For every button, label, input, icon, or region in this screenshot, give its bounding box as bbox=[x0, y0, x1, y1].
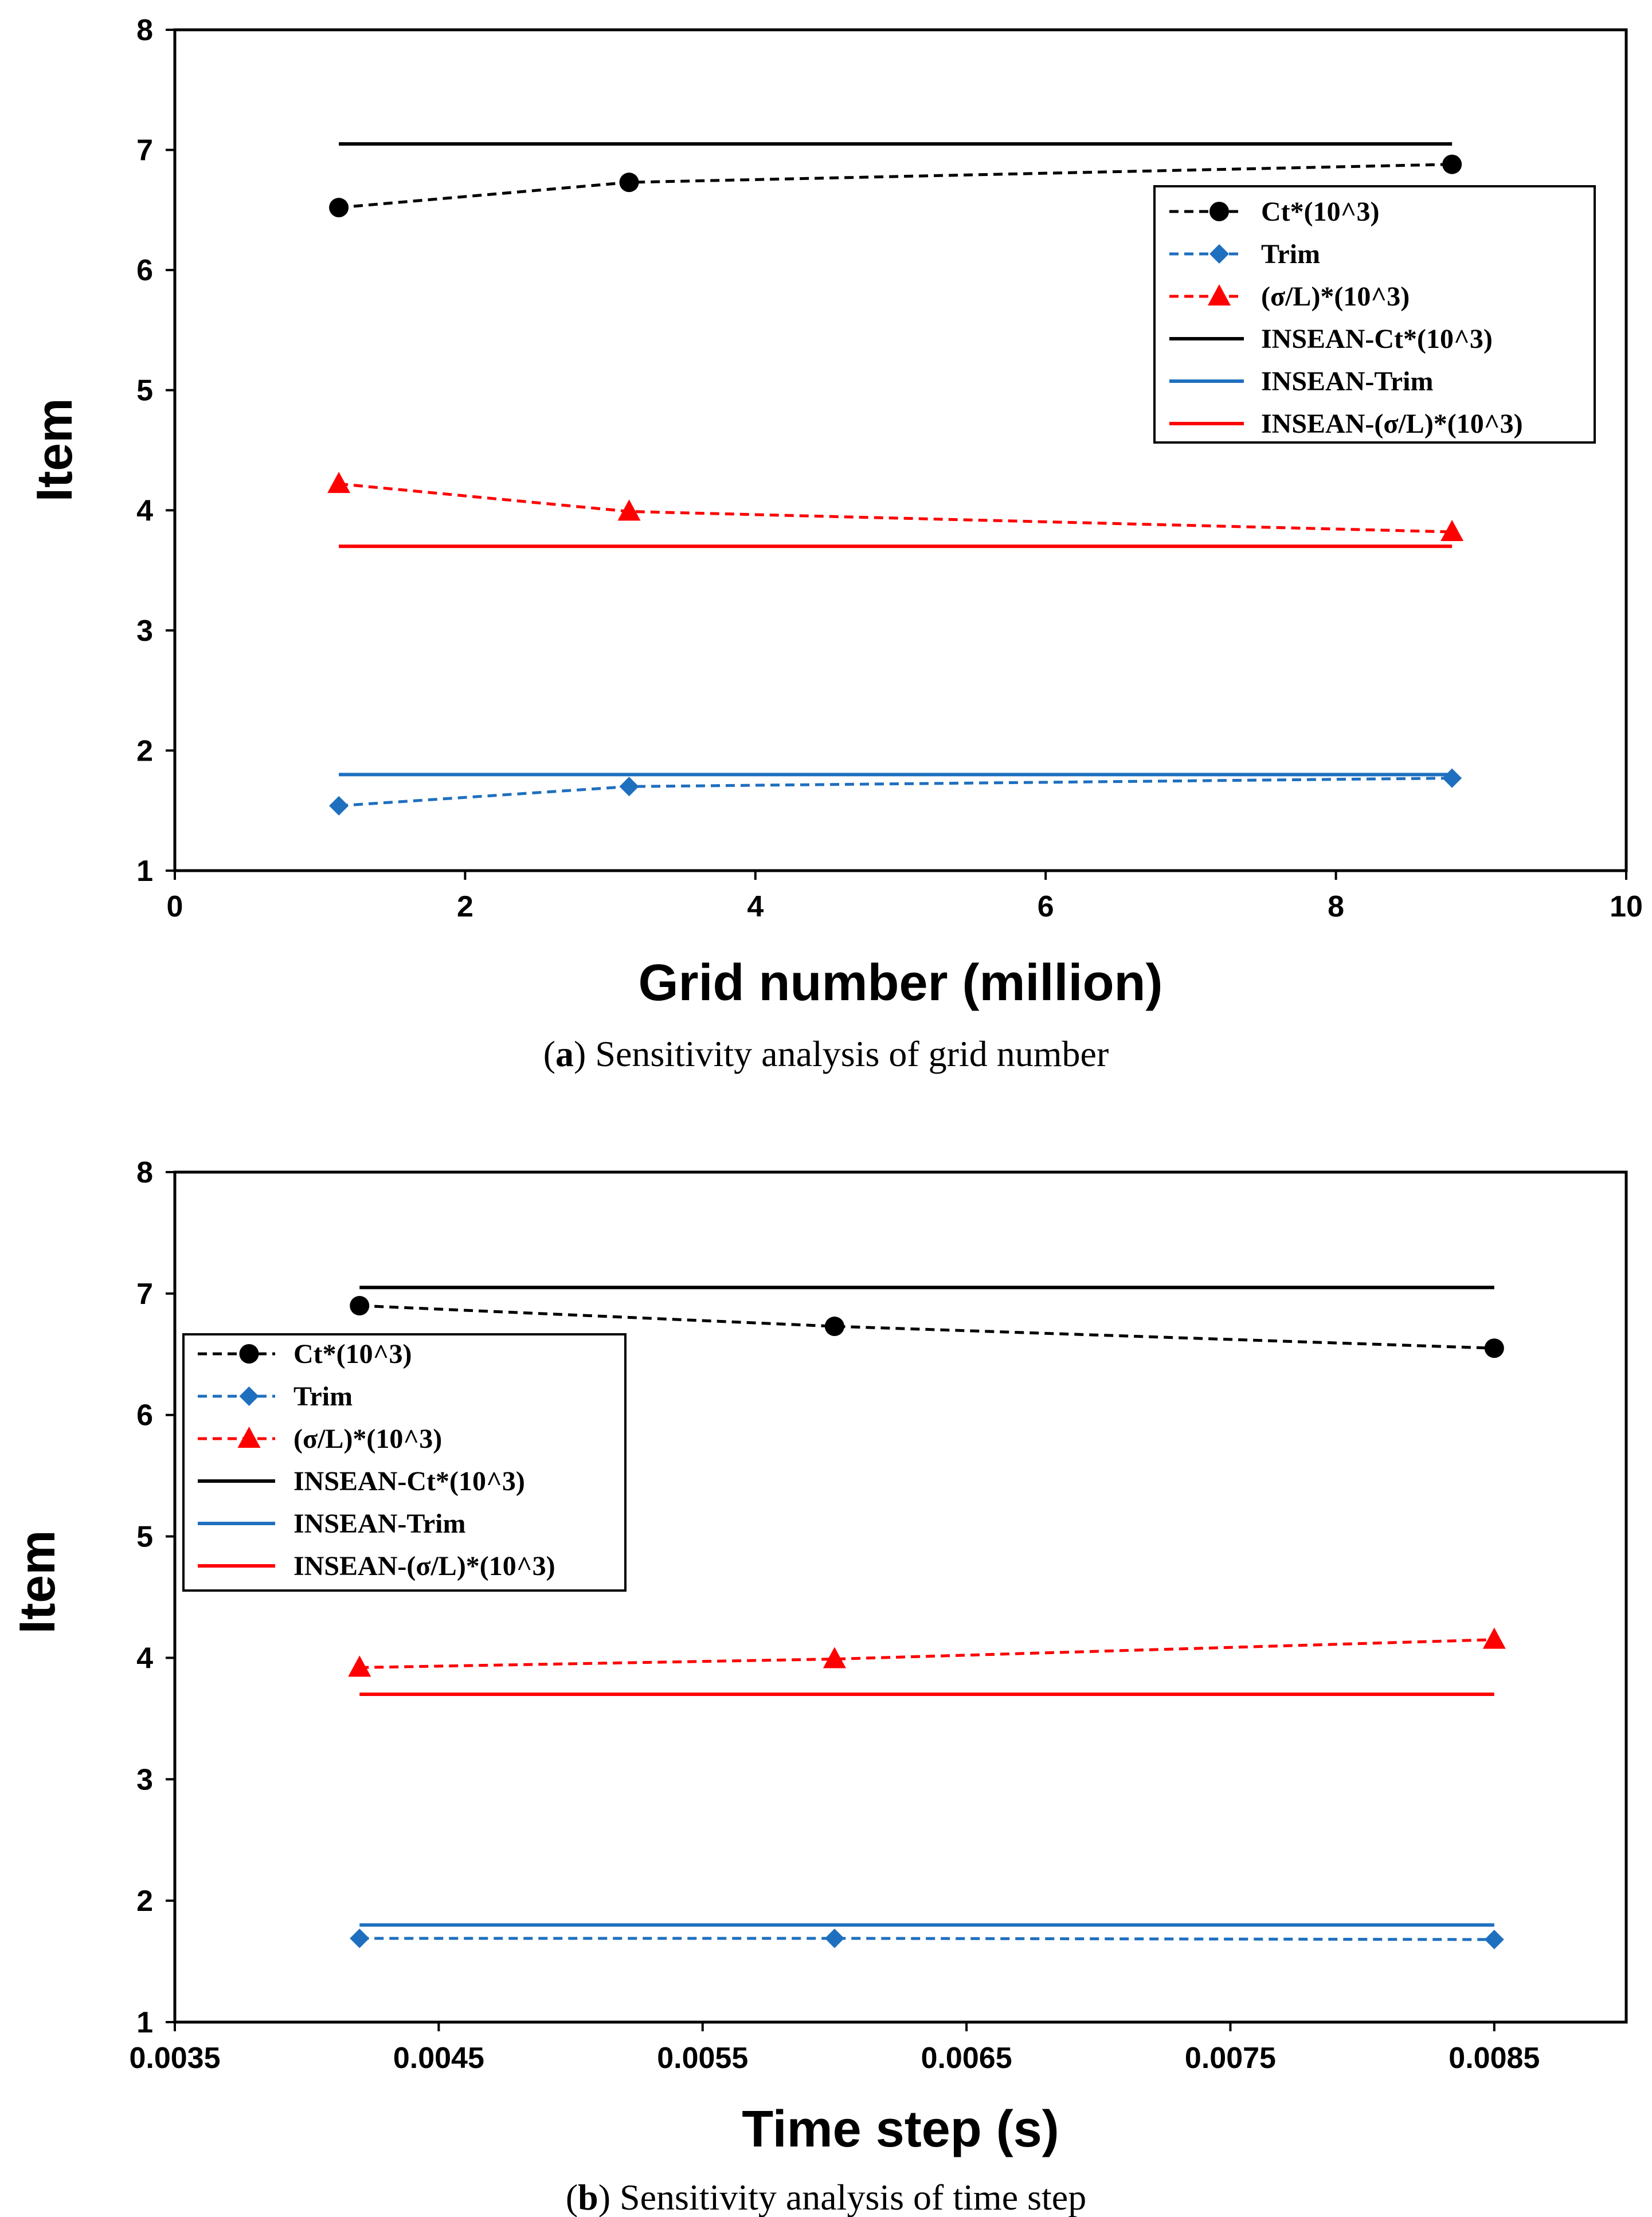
x-tick-label: 0.0075 bbox=[1185, 2042, 1276, 2075]
legend-label: INSEAN-Ct*(10^3) bbox=[293, 1466, 525, 1497]
legend-label: INSEAN-(σ/L)*(10^3) bbox=[1261, 409, 1523, 439]
y-tick-label: 1 bbox=[136, 855, 153, 888]
legend-marker bbox=[1209, 202, 1229, 221]
y-tick-label: 5 bbox=[136, 1521, 153, 1554]
legend-label: INSEAN-Trim bbox=[1261, 366, 1433, 397]
legend-marker bbox=[237, 1427, 261, 1448]
data-point-0 bbox=[619, 173, 639, 193]
y-tick-label: 6 bbox=[136, 1399, 153, 1432]
data-point-0 bbox=[1484, 1338, 1504, 1358]
caption-a-text: Sensitivity analysis of grid number bbox=[595, 1033, 1109, 1074]
data-point-1 bbox=[619, 777, 639, 797]
x-tick-label: 0.0055 bbox=[657, 2042, 748, 2075]
data-point-2 bbox=[327, 472, 351, 493]
data-point-0 bbox=[329, 198, 349, 218]
x-tick-label: 4 bbox=[747, 890, 764, 923]
plot-frame-b bbox=[173, 1170, 1628, 2024]
caption-a: (a) Sensitivity analysis of grid number bbox=[543, 1033, 1109, 1074]
caption-b-open: ( bbox=[566, 2177, 578, 2217]
legend-label: Ct*(10^3) bbox=[293, 1339, 412, 1369]
y-tick-label: 5 bbox=[136, 374, 153, 408]
series-line-1 bbox=[359, 1937, 1494, 1941]
caption-b-text: Sensitivity analysis of time step bbox=[620, 2177, 1086, 2217]
y-tick-label: 8 bbox=[136, 1156, 153, 1189]
x-tick-label: 0 bbox=[167, 890, 183, 923]
legend-marker bbox=[239, 1386, 259, 1406]
y-axis-title-b: Item bbox=[9, 1530, 65, 1634]
y-tick-label: 1 bbox=[136, 2006, 153, 2039]
legend-frame-a bbox=[1153, 185, 1596, 444]
y-tick-label: 6 bbox=[136, 254, 153, 287]
caption-a-letter: a bbox=[555, 1033, 574, 1074]
tick-group-b: 1 2 3 4 5 6 7 8 0.0035 0.0045 0.0055 0.0065 0.0075 0.… bbox=[129, 1156, 1540, 2075]
data-point-1 bbox=[824, 1928, 844, 1948]
chart-panel-b: 1 2 3 4 5 6 7 8 0.0035 0.0045 0.0055 0.0065 0.0075 0.… bbox=[9, 1156, 1628, 2217]
series-group-a bbox=[327, 142, 1464, 816]
series-line-2 bbox=[359, 1638, 1494, 1669]
data-point-0 bbox=[1442, 154, 1462, 174]
y-tick-label: 3 bbox=[136, 1763, 153, 1796]
legend-marker bbox=[239, 1344, 259, 1364]
data-point-2 bbox=[1440, 520, 1464, 542]
data-point-0 bbox=[824, 1317, 844, 1337]
legend-label: INSEAN-Trim bbox=[293, 1509, 465, 1539]
caption-a-open: ( bbox=[543, 1033, 555, 1074]
legend-a: Ct*(10^3) Trim (σ/L)*(10^3) INSEAN-Ct*(10^3… bbox=[1153, 185, 1596, 444]
y-tick-label: 4 bbox=[136, 1642, 153, 1675]
y-tick-label: 2 bbox=[136, 1885, 153, 1918]
series-line-1 bbox=[338, 777, 1453, 808]
legend-label: INSEAN-(σ/L)*(10^3) bbox=[293, 1551, 555, 1581]
data-point-1 bbox=[1484, 1929, 1504, 1949]
series-group-b bbox=[348, 1286, 1506, 1949]
legend-items-a: Ct*(10^3) Trim (σ/L)*(10^3) INSEAN-Ct*(10^3… bbox=[1169, 197, 1523, 439]
data-point-1 bbox=[350, 1928, 370, 1948]
legend-label: Trim bbox=[293, 1381, 353, 1412]
series-line-2 bbox=[338, 482, 1453, 534]
caption-b: (b) Sensitivity analysis of time step bbox=[566, 2177, 1086, 2217]
y-tick-label: 4 bbox=[136, 494, 153, 527]
legend-label: INSEAN-Ct*(10^3) bbox=[1261, 324, 1493, 354]
data-point-2 bbox=[348, 1655, 371, 1677]
y-tick-label: 2 bbox=[136, 734, 153, 767]
data-point-2 bbox=[617, 499, 641, 521]
data-point-1 bbox=[1442, 768, 1462, 788]
y-tick-label: 7 bbox=[136, 1278, 153, 1311]
legend-label: (σ/L)*(10^3) bbox=[1261, 281, 1410, 312]
caption-b-letter: b bbox=[578, 2177, 598, 2217]
x-tick-label: 0.0065 bbox=[921, 2042, 1012, 2075]
data-point-1 bbox=[329, 796, 349, 816]
legend-frame-b bbox=[182, 1333, 627, 1592]
x-tick-label: 8 bbox=[1328, 890, 1344, 923]
chart-panel-a: 1 2 3 4 5 6 7 8 0 2 4 6 8 10 Item Grid number (millio… bbox=[26, 14, 1643, 1074]
legend-b: Ct*(10^3) Trim (σ/L)*(10^3) INSEAN-Ct*(10^3… bbox=[182, 1333, 627, 1592]
x-tick-label: 0.0045 bbox=[393, 2042, 484, 2075]
legend-label: Trim bbox=[1261, 239, 1320, 269]
legend-items-b: Ct*(10^3) Trim (σ/L)*(10^3) INSEAN-Ct*(10^3… bbox=[198, 1339, 555, 1581]
data-point-2 bbox=[823, 1647, 846, 1668]
x-tick-label: 6 bbox=[1038, 890, 1054, 923]
tick-group-a: 1 2 3 4 5 6 7 8 0 2 4 6 8 10 bbox=[136, 14, 1643, 923]
y-tick-label: 3 bbox=[136, 614, 153, 648]
series-line-0 bbox=[359, 1304, 1494, 1350]
plot-frame-a bbox=[173, 28, 1628, 872]
legend-label: (σ/L)*(10^3) bbox=[293, 1424, 442, 1454]
data-point-0 bbox=[350, 1296, 370, 1316]
caption-b-close: ) bbox=[598, 2177, 610, 2217]
x-tick-label: 2 bbox=[457, 890, 473, 923]
x-axis-title-b: Time step (s) bbox=[742, 2101, 1059, 2158]
caption-a-close: ) bbox=[574, 1033, 586, 1074]
x-tick-label: 10 bbox=[1610, 890, 1643, 923]
y-tick-label: 7 bbox=[136, 134, 153, 167]
y-tick-label: 8 bbox=[136, 14, 153, 47]
legend-label: Ct*(10^3) bbox=[1261, 197, 1380, 227]
data-point-2 bbox=[1482, 1627, 1506, 1649]
x-tick-label: 0.0035 bbox=[129, 2042, 220, 2075]
legend-marker bbox=[1209, 244, 1229, 264]
legend-marker bbox=[1208, 284, 1231, 305]
y-axis-title-a: Item bbox=[26, 398, 83, 502]
x-axis-title-a: Grid number (million) bbox=[639, 954, 1163, 1012]
x-tick-label: 0.0085 bbox=[1449, 2042, 1540, 2075]
